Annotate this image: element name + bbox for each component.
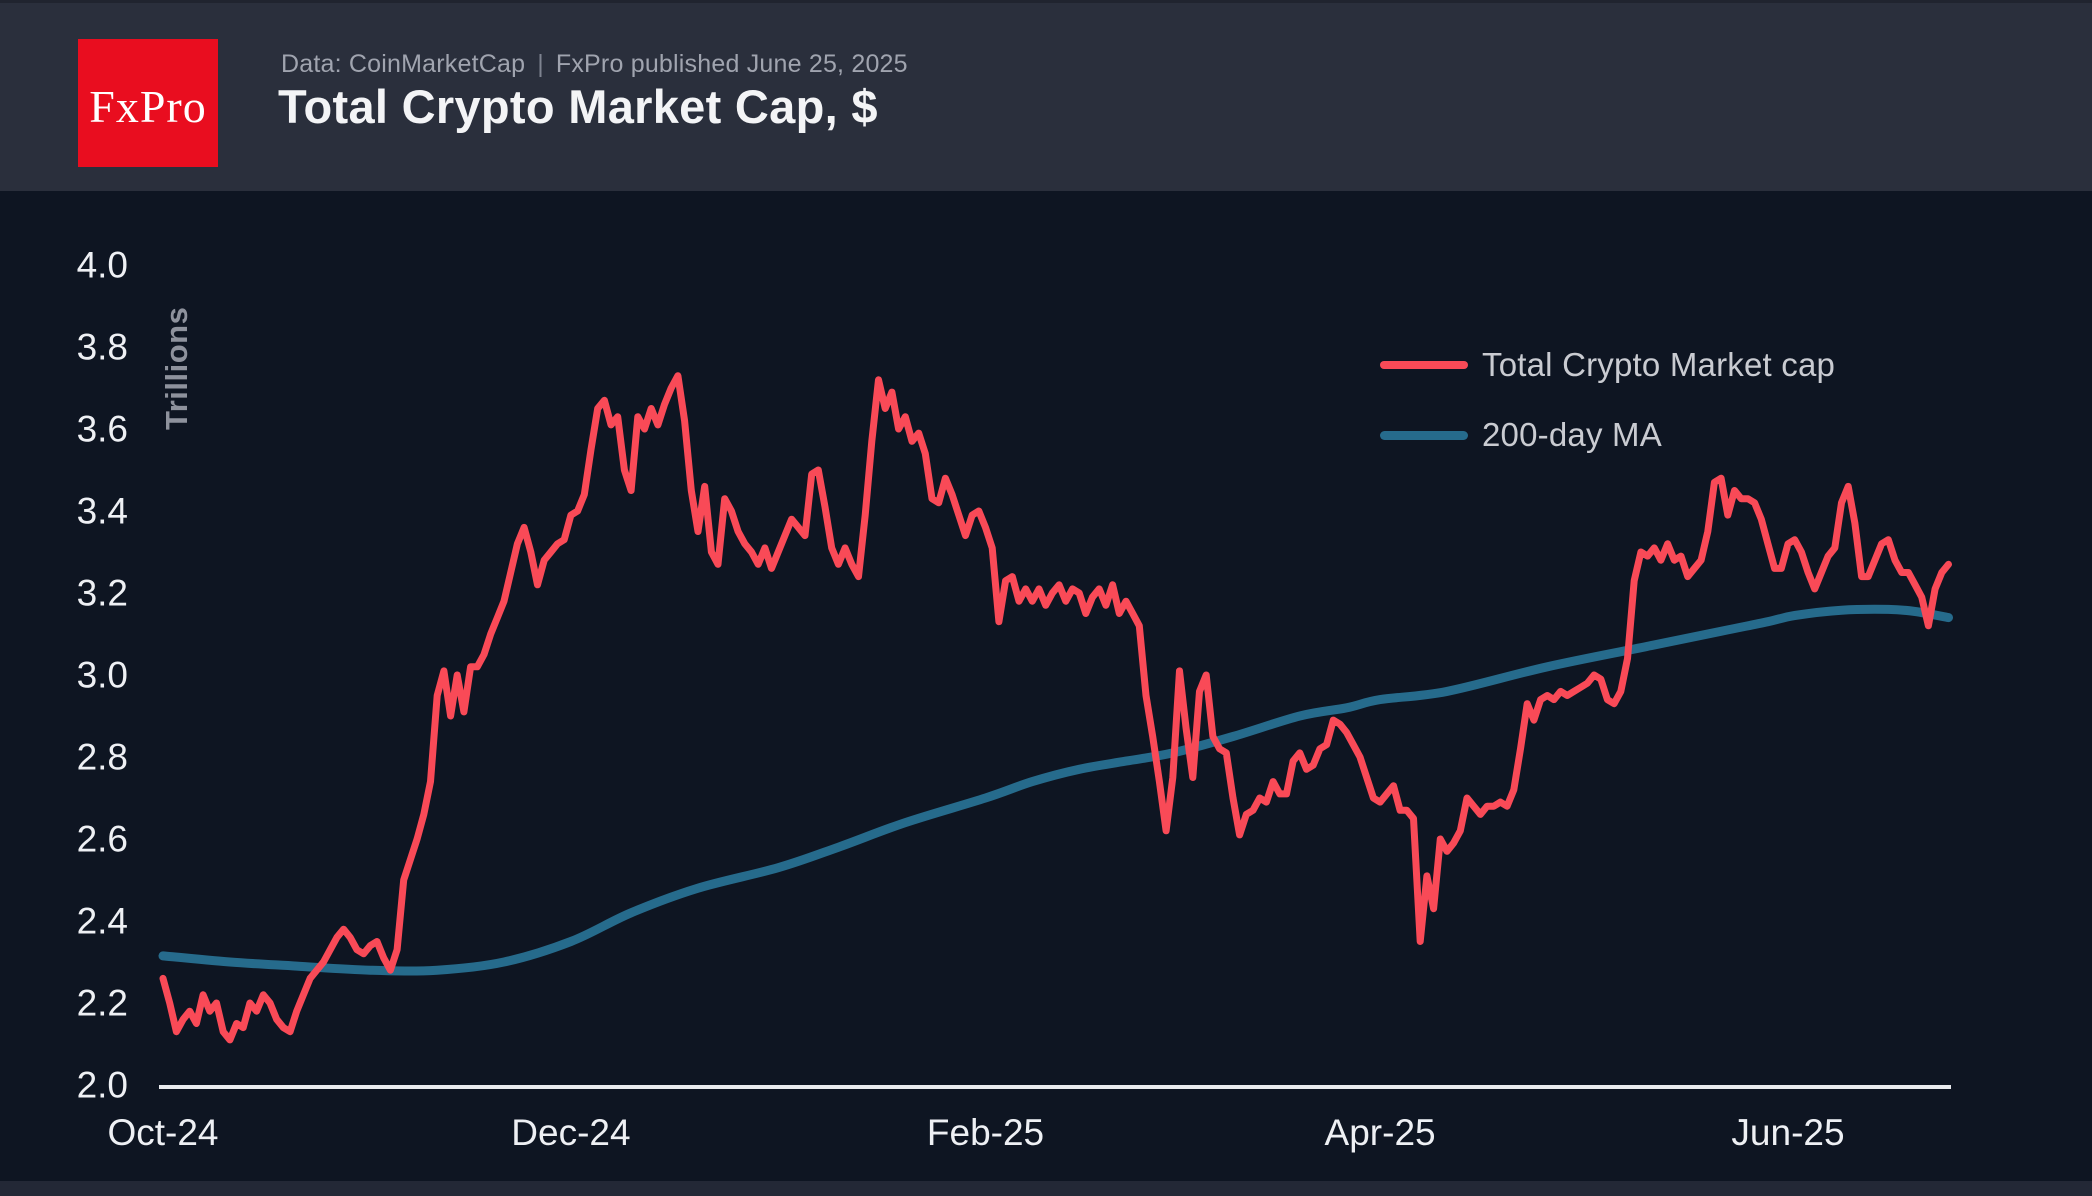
y-tick-label: 2.4: [77, 901, 128, 942]
y-tick-label: 3.6: [77, 409, 128, 450]
y-tick-label: 2.0: [77, 1065, 128, 1106]
source-line: Data: CoinMarketCap | FxPro published June…: [281, 50, 908, 79]
y-tick-label: 3.4: [77, 491, 128, 532]
y-tick-label: 4.0: [77, 245, 128, 286]
separator: |: [537, 50, 544, 78]
y-tick-label: 2.2: [77, 983, 128, 1024]
data-source-text: Data: CoinMarketCap: [281, 50, 526, 78]
ma-series-line: [158, 604, 1953, 976]
legend-item-market-cap: Total Crypto Market cap: [1380, 344, 1835, 386]
legend: Total Crypto Market cap 200-day MA: [1380, 344, 1835, 484]
fxpro-logo: FxPro: [78, 39, 218, 167]
legend-label-market-cap: Total Crypto Market cap: [1482, 346, 1836, 383]
y-tick-label: 3.2: [77, 573, 128, 614]
y-tick-label: 3.0: [77, 655, 128, 696]
legend-item-200day-ma: 200-day MA: [1380, 414, 1835, 456]
x-tick-label: Jun-25: [1731, 1112, 1844, 1153]
footer-strip: [0, 1181, 2092, 1196]
legend-label-200day-ma: 200-day MA: [1482, 416, 1662, 453]
page-title: Total Crypto Market Cap, $: [278, 80, 878, 133]
published-text: FxPro published June 25, 2025: [555, 50, 908, 78]
y-tick-label: 3.8: [77, 327, 128, 368]
fxpro-logo-text: FxPro: [89, 80, 207, 132]
ma-line-swatch: [1380, 430, 1468, 440]
market-cap-line-swatch: [1380, 361, 1468, 369]
y-axis-title: Trillions: [159, 306, 194, 430]
x-tick-label: Oct-24: [107, 1112, 218, 1153]
x-tick-label: Dec-24: [511, 1112, 630, 1153]
x-tick-label: Feb-25: [927, 1112, 1044, 1153]
y-tick-label: 2.8: [77, 737, 128, 778]
header: FxPro Data: CoinMarketCap | FxPro publishe…: [0, 0, 2092, 191]
x-tick-label: Apr-25: [1325, 1112, 1436, 1153]
y-tick-label: 2.6: [77, 819, 128, 860]
market-cap-series-line: [159, 372, 1952, 1044]
